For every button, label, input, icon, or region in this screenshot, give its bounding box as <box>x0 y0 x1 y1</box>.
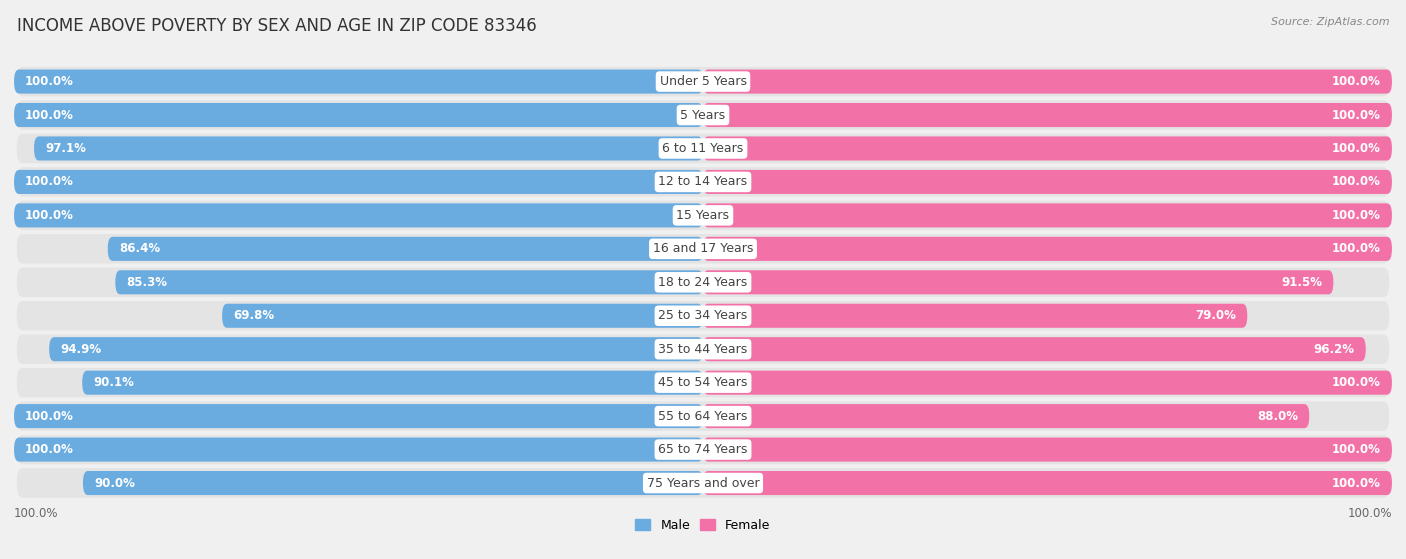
Text: 100.0%: 100.0% <box>25 410 75 423</box>
FancyBboxPatch shape <box>703 438 1392 462</box>
Text: 100.0%: 100.0% <box>1331 75 1381 88</box>
Text: 91.5%: 91.5% <box>1281 276 1323 289</box>
FancyBboxPatch shape <box>17 468 1389 498</box>
FancyBboxPatch shape <box>34 136 703 160</box>
Text: Under 5 Years: Under 5 Years <box>659 75 747 88</box>
Text: 100.0%: 100.0% <box>1347 507 1392 520</box>
Text: 5 Years: 5 Years <box>681 108 725 121</box>
FancyBboxPatch shape <box>14 170 703 194</box>
Text: 6 to 11 Years: 6 to 11 Years <box>662 142 744 155</box>
FancyBboxPatch shape <box>703 69 1392 93</box>
Text: 100.0%: 100.0% <box>25 176 75 188</box>
Text: 100.0%: 100.0% <box>1331 476 1381 490</box>
FancyBboxPatch shape <box>703 404 1309 428</box>
FancyBboxPatch shape <box>14 69 703 93</box>
Text: 100.0%: 100.0% <box>25 75 75 88</box>
FancyBboxPatch shape <box>703 270 1333 295</box>
FancyBboxPatch shape <box>17 435 1389 465</box>
Text: 86.4%: 86.4% <box>118 243 160 255</box>
Text: 16 and 17 Years: 16 and 17 Years <box>652 243 754 255</box>
Text: 69.8%: 69.8% <box>233 309 274 322</box>
Text: 88.0%: 88.0% <box>1257 410 1298 423</box>
FancyBboxPatch shape <box>222 304 703 328</box>
FancyBboxPatch shape <box>49 337 703 361</box>
Text: 100.0%: 100.0% <box>25 443 75 456</box>
Text: 100.0%: 100.0% <box>1331 108 1381 121</box>
FancyBboxPatch shape <box>83 471 703 495</box>
FancyBboxPatch shape <box>17 301 1389 330</box>
Text: 90.1%: 90.1% <box>93 376 134 389</box>
FancyBboxPatch shape <box>17 201 1389 230</box>
Text: 65 to 74 Years: 65 to 74 Years <box>658 443 748 456</box>
FancyBboxPatch shape <box>17 134 1389 163</box>
Text: 96.2%: 96.2% <box>1313 343 1355 356</box>
Text: 100.0%: 100.0% <box>14 507 59 520</box>
Text: 100.0%: 100.0% <box>1331 176 1381 188</box>
FancyBboxPatch shape <box>703 304 1247 328</box>
Text: 97.1%: 97.1% <box>45 142 86 155</box>
Text: 75 Years and over: 75 Years and over <box>647 476 759 490</box>
Text: 55 to 64 Years: 55 to 64 Years <box>658 410 748 423</box>
Text: 18 to 24 Years: 18 to 24 Years <box>658 276 748 289</box>
Text: 85.3%: 85.3% <box>127 276 167 289</box>
FancyBboxPatch shape <box>17 167 1389 197</box>
FancyBboxPatch shape <box>14 103 703 127</box>
Text: 35 to 44 Years: 35 to 44 Years <box>658 343 748 356</box>
FancyBboxPatch shape <box>703 337 1365 361</box>
Text: 79.0%: 79.0% <box>1195 309 1236 322</box>
FancyBboxPatch shape <box>17 67 1389 96</box>
Text: 45 to 54 Years: 45 to 54 Years <box>658 376 748 389</box>
FancyBboxPatch shape <box>83 371 703 395</box>
FancyBboxPatch shape <box>17 100 1389 130</box>
Text: 100.0%: 100.0% <box>25 209 75 222</box>
FancyBboxPatch shape <box>17 401 1389 431</box>
Text: 100.0%: 100.0% <box>1331 376 1381 389</box>
Text: 90.0%: 90.0% <box>94 476 135 490</box>
FancyBboxPatch shape <box>14 203 703 228</box>
Text: 15 Years: 15 Years <box>676 209 730 222</box>
FancyBboxPatch shape <box>703 103 1392 127</box>
Text: 25 to 34 Years: 25 to 34 Years <box>658 309 748 322</box>
Text: 94.9%: 94.9% <box>60 343 101 356</box>
FancyBboxPatch shape <box>14 438 703 462</box>
FancyBboxPatch shape <box>703 237 1392 261</box>
Text: 100.0%: 100.0% <box>1331 443 1381 456</box>
FancyBboxPatch shape <box>703 170 1392 194</box>
FancyBboxPatch shape <box>703 471 1392 495</box>
FancyBboxPatch shape <box>14 404 703 428</box>
Text: Source: ZipAtlas.com: Source: ZipAtlas.com <box>1271 17 1389 27</box>
FancyBboxPatch shape <box>703 371 1392 395</box>
FancyBboxPatch shape <box>17 334 1389 364</box>
Legend: Male, Female: Male, Female <box>630 514 776 537</box>
FancyBboxPatch shape <box>115 270 703 295</box>
Text: 100.0%: 100.0% <box>1331 243 1381 255</box>
Text: INCOME ABOVE POVERTY BY SEX AND AGE IN ZIP CODE 83346: INCOME ABOVE POVERTY BY SEX AND AGE IN Z… <box>17 17 537 35</box>
FancyBboxPatch shape <box>703 136 1392 160</box>
FancyBboxPatch shape <box>703 203 1392 228</box>
FancyBboxPatch shape <box>17 268 1389 297</box>
Text: 12 to 14 Years: 12 to 14 Years <box>658 176 748 188</box>
Text: 100.0%: 100.0% <box>1331 209 1381 222</box>
FancyBboxPatch shape <box>108 237 703 261</box>
FancyBboxPatch shape <box>17 368 1389 397</box>
Text: 100.0%: 100.0% <box>1331 142 1381 155</box>
FancyBboxPatch shape <box>17 234 1389 263</box>
Text: 100.0%: 100.0% <box>25 108 75 121</box>
